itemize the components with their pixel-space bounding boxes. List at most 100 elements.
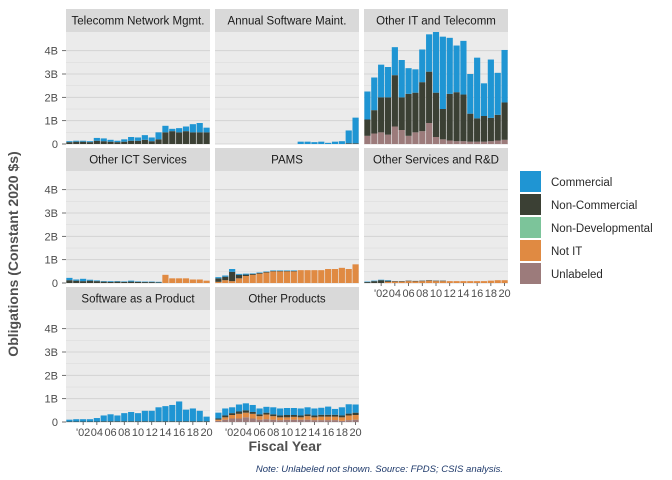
x-tick-label: 14 [159, 427, 171, 439]
bar-2018-non-commercial [189, 421, 196, 422]
bar-2004-not-it [242, 276, 249, 283]
legend-label-not-it: Not IT [551, 246, 582, 258]
bar-2019-commercial [494, 72, 501, 115]
bar-2006-non-commercial [256, 414, 263, 417]
bar-2016-not-it [325, 416, 332, 421]
bar-2012-commercial [297, 141, 304, 144]
bar-2001-non-commercial [222, 276, 229, 281]
bar-2006-non-commercial [107, 421, 114, 422]
bar-2009-unlabeled [426, 123, 433, 144]
bar-2011-non-commercial [290, 415, 297, 417]
bar-2006-commercial [107, 139, 114, 142]
bar-2019-not-it [196, 279, 203, 283]
bar-2013-non-commercial [155, 139, 162, 144]
bar-2019-commercial [345, 404, 352, 414]
bar-2020-non-commercial [501, 102, 508, 140]
bar-2007-not-it [263, 272, 270, 283]
bar-2006-non-commercial [107, 141, 114, 144]
legend-label-unlabeled: Unlabeled [551, 269, 603, 281]
bar-2010-unlabeled [283, 419, 291, 422]
bar-2002-commercial [80, 419, 87, 422]
bar-2009-non-commercial [426, 71, 433, 123]
bar-2001-non-commercial [371, 110, 378, 134]
bar-2005-non-commercial [249, 411, 256, 414]
bar-2002-non-commercial [229, 271, 236, 282]
bar-2019-not-it [345, 415, 352, 421]
bar-2005-unlabeled [398, 130, 405, 144]
bar-2019-commercial [345, 130, 352, 144]
bar-2011-not-it [290, 416, 297, 420]
bar-2012-commercial [446, 37, 453, 94]
legend-swatch-non-developmental [520, 217, 541, 238]
bar-2004-commercial [93, 418, 100, 422]
bar-2012-non-commercial [148, 282, 155, 283]
bar-2005-commercial [398, 60, 405, 98]
bar-2013-not-it [304, 270, 311, 283]
bar-2014-not-it [311, 417, 318, 421]
bar-2008-non-commercial [121, 281, 128, 283]
bar-2000-commercial [66, 277, 73, 281]
bar-2001-non-commercial [73, 421, 80, 423]
y-tick-label: 1B [45, 255, 58, 267]
panel-strip [215, 287, 359, 310]
bar-2011-commercial [290, 270, 297, 271]
bar-2005-non-commercial [398, 97, 405, 130]
bar-2005-non-commercial [100, 141, 107, 144]
y-axes: 0 1B 2B 3B 4B 0 1B 2B 3B 4B 0 1B 2B 3B 4B [45, 46, 66, 429]
bar-2000-commercial [364, 91, 371, 120]
bar-2010-non-commercial [432, 92, 440, 137]
bar-2003-commercial [235, 404, 243, 412]
bar-2018-commercial [338, 407, 345, 416]
bar-2005-non-commercial [100, 421, 107, 422]
bar-2001-unlabeled [371, 133, 378, 144]
bar-2001-commercial [222, 275, 229, 277]
x-tick-label: '02 [76, 427, 90, 439]
bar-2010-commercial [134, 137, 142, 141]
bar-2018-commercial [487, 59, 494, 118]
panel-title: PAMS [271, 155, 303, 167]
bar-2006-non-commercial [256, 272, 263, 274]
panel-background [66, 171, 210, 283]
bar-2012-not-it [446, 281, 453, 283]
bar-2015-commercial [467, 74, 474, 114]
panel-background [66, 310, 210, 422]
bar-2012-unlabeled [297, 419, 304, 422]
bar-2002-commercial [378, 279, 385, 281]
bar-2004-not-it [391, 281, 398, 283]
bar-2009-unlabeled [277, 420, 284, 422]
x-tick-label: 08 [267, 427, 279, 439]
bar-2003-not-it [235, 278, 243, 283]
bar-2003-unlabeled [384, 134, 392, 144]
bar-2020-unlabeled [352, 419, 359, 422]
bar-2004-unlabeled [242, 417, 249, 422]
bar-2009-not-it [277, 417, 284, 421]
bar-2011-commercial [141, 410, 148, 422]
bar-2007-commercial [412, 69, 419, 93]
bar-2015-unlabeled [467, 141, 474, 144]
bar-2011-non-commercial [290, 270, 297, 272]
bar-2012-non-commercial [297, 415, 304, 418]
bar-2003-not-it [235, 413, 243, 419]
bar-2000-non-commercial [66, 142, 73, 144]
x-tick-label: 10 [132, 427, 144, 439]
bar-2014-commercial [162, 406, 169, 422]
bar-2008-not-it [419, 281, 426, 283]
bar-2003-non-commercial [235, 411, 243, 414]
bar-2018-not-it [338, 417, 345, 421]
bar-2017-commercial [182, 126, 190, 132]
bar-2004-commercial [93, 137, 100, 141]
y-tick-label: 0 [52, 278, 58, 290]
panel-other-products: Other Products [215, 287, 359, 423]
x-tick-label: 20 [200, 427, 212, 439]
x-tick-label: 14 [457, 288, 469, 300]
bar-2007-non-commercial [263, 272, 270, 273]
bar-2001-commercial [371, 77, 378, 111]
bar-2010-commercial [283, 408, 291, 415]
bar-2007-unlabeled [412, 132, 419, 144]
panel-background [215, 32, 359, 144]
x-tick-label: '02 [374, 288, 388, 300]
bar-2000-unlabeled [215, 420, 222, 422]
bar-2003-commercial [384, 280, 392, 281]
bar-2020-unlabeled [501, 139, 508, 144]
